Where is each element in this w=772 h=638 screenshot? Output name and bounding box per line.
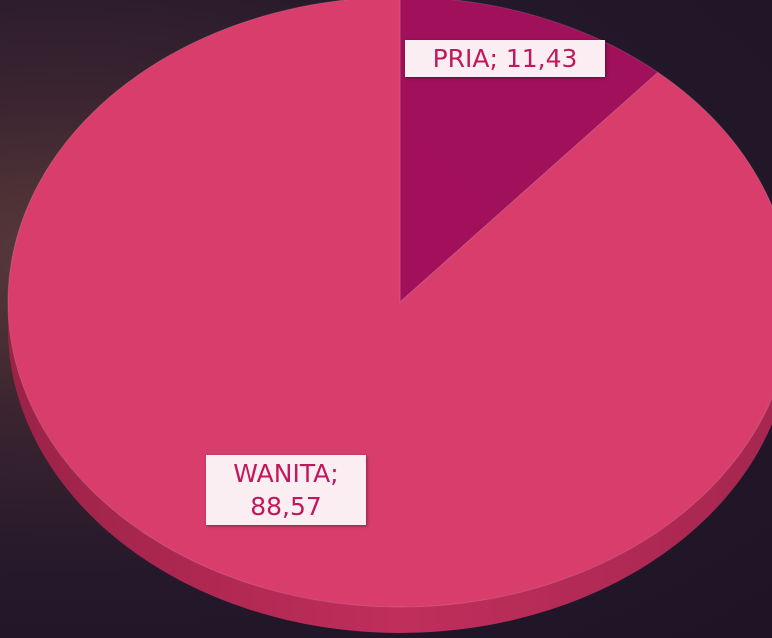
data-label: PRIA; 11,43	[405, 40, 605, 77]
data-label: WANITA; 88,57	[206, 455, 366, 525]
pie-slice	[7, 0, 772, 608]
